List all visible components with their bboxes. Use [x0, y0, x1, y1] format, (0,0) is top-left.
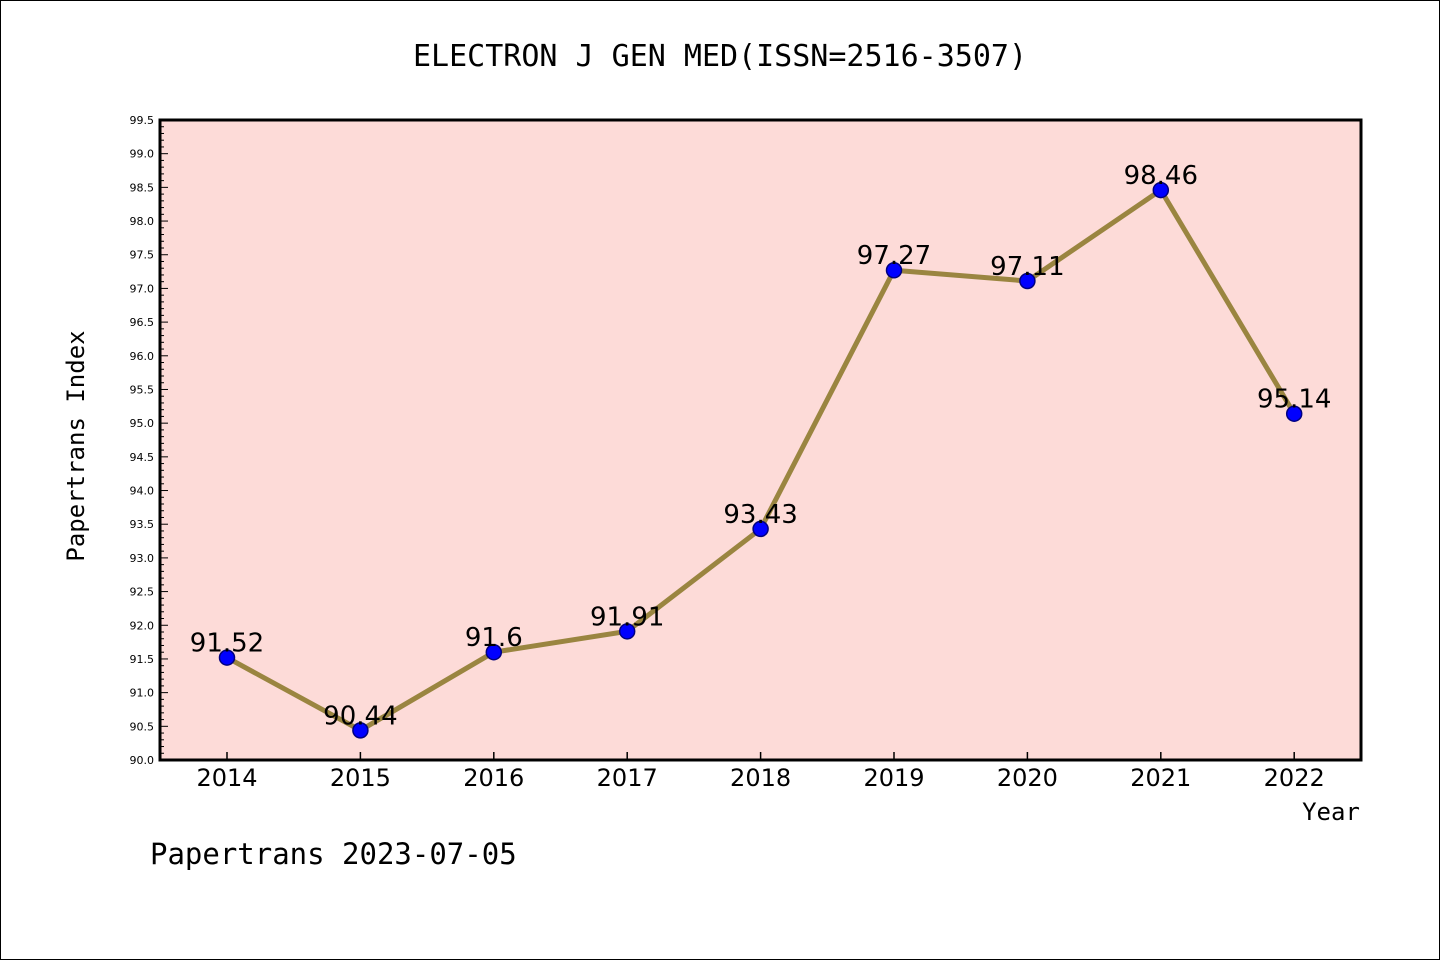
- y-tick-label: 90.5: [130, 720, 155, 733]
- y-tick-label: 91.5: [130, 653, 155, 666]
- data-label: 97.11: [990, 252, 1064, 282]
- x-tick-label: 2018: [730, 764, 791, 792]
- x-tick-label: 2015: [330, 764, 391, 792]
- y-tick-label: 90.0: [130, 754, 155, 767]
- data-point: [885, 261, 903, 279]
- chart-title: ELECTRON J GEN MED(ISSN=2516-3507): [413, 39, 1027, 74]
- y-tick-label: 95.0: [130, 417, 155, 430]
- y-tick-label: 92.5: [130, 586, 155, 599]
- footer-text: Papertrans 2023-07-05: [150, 837, 517, 871]
- plot-border: [158, 118, 1363, 762]
- data-label: 98.46: [1124, 161, 1198, 191]
- x-tick-label: 2021: [1130, 764, 1191, 792]
- plot-area: [160, 120, 1361, 760]
- y-axis-label: Papertrans Index: [62, 330, 90, 561]
- data-label: 97.27: [857, 241, 931, 271]
- series-layer: 91.52 90.44 91.6 91.91 93.43 97.27 97.11 98.46 9…: [190, 161, 1331, 739]
- data-point: [352, 722, 369, 739]
- data-point: [1019, 272, 1036, 290]
- data-label: 95.14: [1257, 385, 1331, 415]
- data-label: 90.44: [323, 701, 397, 731]
- y-tick-label: 98.0: [130, 215, 155, 228]
- data-point: [618, 623, 636, 640]
- x-tick-label: 2014: [196, 764, 257, 792]
- data-point: [218, 649, 236, 666]
- y-tick-label: 96.5: [130, 316, 155, 329]
- y-tick-label: 94.0: [130, 485, 155, 498]
- y-tick-label: 91.0: [130, 687, 155, 700]
- data-label: 91.52: [190, 629, 264, 659]
- y-tick-label: 94.5: [130, 451, 155, 464]
- y-axis: 90.0 90.5 91.0 91.5 92.0 92.5 93.0 93.5 94.0 94.5…: [130, 114, 168, 767]
- y-tick-label: 93.5: [130, 518, 155, 531]
- y-tick-label: 99.5: [130, 114, 155, 127]
- data-point: [485, 643, 503, 661]
- x-tick-label: 2020: [997, 764, 1058, 792]
- y-tick-label: 96.0: [130, 350, 155, 363]
- y-tick-label: 93.0: [130, 552, 155, 565]
- y-tick-label: 95.5: [130, 383, 155, 396]
- y-tick-label: 92.0: [130, 619, 155, 632]
- y-tick-label: 98.5: [130, 181, 155, 194]
- x-tick-label: 2022: [1264, 764, 1325, 792]
- x-tick-label: 2019: [863, 764, 924, 792]
- x-axis-label: Year: [1302, 798, 1360, 826]
- data-point: [752, 520, 769, 538]
- data-label: 91.6: [465, 623, 523, 653]
- data-label: 93.43: [723, 500, 797, 530]
- y-tick-label: 97.5: [130, 249, 155, 262]
- x-axis: 2014 2015 2016 2017 2018 2019 2020 2021 2022: [196, 752, 1325, 792]
- data-label: 91.91: [590, 602, 664, 632]
- x-tick-label: 2017: [597, 764, 658, 792]
- y-tick-label: 97.0: [130, 282, 155, 295]
- data-point: [1152, 181, 1170, 199]
- y-tick-label: 99.0: [130, 148, 155, 161]
- data-point: [1285, 405, 1303, 422]
- x-tick-label: 2016: [463, 764, 524, 792]
